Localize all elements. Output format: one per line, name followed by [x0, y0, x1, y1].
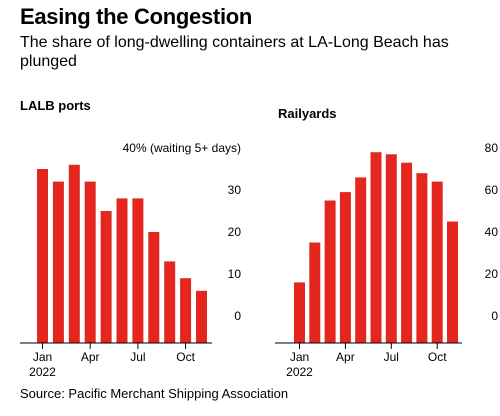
y-tick-label-lalb-20: 20: [228, 225, 242, 239]
bar-railyards-jan: [294, 282, 305, 343]
bar-railyards-jun: [370, 152, 382, 343]
bar-lalb-aug: [148, 232, 160, 343]
bar-lalb-nov: [196, 290, 207, 343]
x-tick-label-lalb-jan: Jan: [33, 350, 52, 364]
y-tick-label-lalb-0: 0: [234, 309, 241, 323]
bar-lalb-feb: [52, 181, 64, 343]
y-tick-label-lalb-30: 30: [228, 183, 242, 197]
x-year-label-lalb: 2022: [29, 365, 56, 379]
y-tick-label-railyards-40: 40: [485, 225, 499, 239]
x-tick-label-lalb-oct: Oct: [176, 350, 195, 364]
bar-railyards-sep: [416, 173, 428, 343]
y-tick-label-railyards-0: 0: [491, 309, 498, 323]
bar-railyards-apr: [339, 192, 351, 343]
y-tick-label-lalb-10: 10: [228, 267, 242, 281]
panel-title-lalb-ports: LALB ports: [20, 98, 91, 113]
bar-lalb-jan: [37, 169, 48, 343]
x-year-label-railyards: 2022: [286, 365, 313, 379]
bar-railyards-mar: [324, 200, 336, 343]
y-tick-label-railyards-20: 20: [485, 267, 499, 281]
bar-railyards-oct: [431, 181, 443, 343]
bar-lalb-mar: [68, 164, 80, 343]
bar-lalb-oct: [180, 278, 192, 343]
x-tick-label-railyards-apr: Apr: [336, 350, 355, 364]
bar-railyards-feb: [309, 242, 321, 343]
bar-lalb-may: [100, 211, 112, 343]
x-tick-label-railyards-oct: Oct: [428, 350, 447, 364]
chart-title: Easing the Congestion: [20, 4, 253, 29]
bar-railyards-jul: [385, 154, 397, 343]
panel-title-railyards: Railyards: [278, 106, 337, 121]
x-tick-label-railyards-jan: Jan: [290, 350, 309, 364]
source-note: Source: Pacific Merchant Shipping Associ…: [20, 386, 289, 401]
bar-lalb-sep: [164, 261, 176, 343]
x-tick-label-lalb-jul: Jul: [130, 350, 145, 364]
bar-lalb-jun: [116, 198, 128, 343]
bar-lalb-jul: [132, 198, 144, 343]
bar-railyards-may: [355, 177, 367, 343]
chart-subtitle: The share of long-dwelling containers at…: [20, 34, 449, 70]
y-tick-label-railyards-60: 60: [485, 183, 499, 197]
bar-railyards-aug: [401, 162, 413, 343]
y-tick-label-lalb-40: 40% (waiting 5+ days): [123, 141, 241, 155]
x-tick-label-lalb-apr: Apr: [81, 350, 100, 364]
x-tick-label-railyards-jul: Jul: [384, 350, 399, 364]
y-tick-label-railyards-80: 80: [485, 141, 499, 155]
bar-railyards-nov: [447, 221, 458, 343]
bar-lalb-apr: [84, 181, 96, 343]
